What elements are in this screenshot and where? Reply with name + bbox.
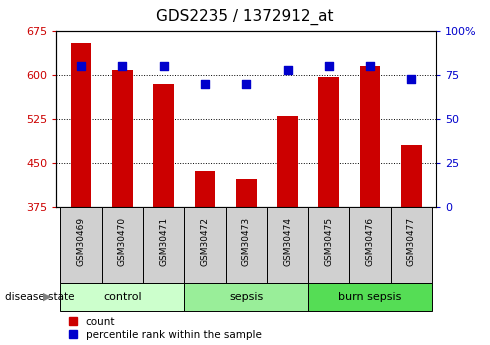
Text: GSM30469: GSM30469 (76, 217, 86, 266)
Bar (60, 207, 102, 283)
Point (201, 81, 209, 87)
Text: GSM30474: GSM30474 (283, 217, 292, 266)
Bar (112, 70, 133, 207)
Bar (267, 207, 308, 283)
Bar (184, 283, 308, 310)
Bar (308, 207, 349, 283)
Bar (236, 179, 257, 207)
Point (119, 63, 126, 69)
Bar (277, 116, 298, 207)
Bar (360, 66, 380, 207)
Text: GSM30477: GSM30477 (407, 217, 416, 266)
Bar (349, 207, 391, 283)
Text: control: control (103, 292, 142, 302)
Bar (71, 43, 92, 207)
Point (325, 63, 333, 69)
Bar (391, 207, 432, 283)
Text: ▶: ▶ (43, 292, 51, 302)
Text: burn sepsis: burn sepsis (339, 292, 402, 302)
Bar (102, 207, 143, 283)
Bar (60, 283, 184, 310)
Bar (225, 207, 267, 283)
Bar (153, 84, 174, 207)
Point (77, 63, 85, 69)
Text: sepsis: sepsis (229, 292, 263, 302)
Bar (143, 207, 184, 283)
Point (160, 63, 168, 69)
Bar (401, 146, 422, 207)
Bar (195, 171, 215, 207)
Point (366, 63, 374, 69)
Point (407, 76, 415, 81)
Text: GSM30472: GSM30472 (200, 217, 209, 266)
Text: GSM30471: GSM30471 (159, 217, 168, 266)
Legend: count, percentile rank within the sample: count, percentile rank within the sample (69, 317, 262, 340)
Text: GDS2235 / 1372912_at: GDS2235 / 1372912_at (156, 9, 334, 25)
Point (243, 81, 250, 87)
Bar (184, 207, 225, 283)
Text: GSM30475: GSM30475 (324, 217, 333, 266)
Text: disease state: disease state (5, 292, 74, 302)
Text: GSM30473: GSM30473 (242, 217, 251, 266)
Text: GSM30470: GSM30470 (118, 217, 127, 266)
Bar (308, 283, 432, 310)
Point (284, 67, 292, 72)
Bar (318, 77, 339, 207)
Text: GSM30476: GSM30476 (366, 217, 374, 266)
